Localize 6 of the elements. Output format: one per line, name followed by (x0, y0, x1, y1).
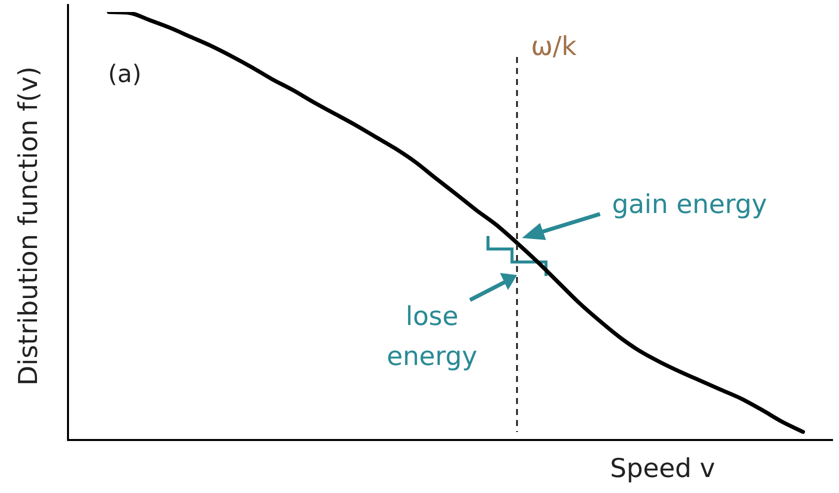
annotation: lose energy (386, 302, 478, 372)
x-axis-title: Speed v (610, 454, 716, 484)
annotation: (a) (108, 60, 142, 88)
annotation: ω/k (531, 32, 577, 62)
y-axis-title: Distribution function f(v) (14, 66, 44, 386)
annotation: gain energy (612, 190, 767, 220)
